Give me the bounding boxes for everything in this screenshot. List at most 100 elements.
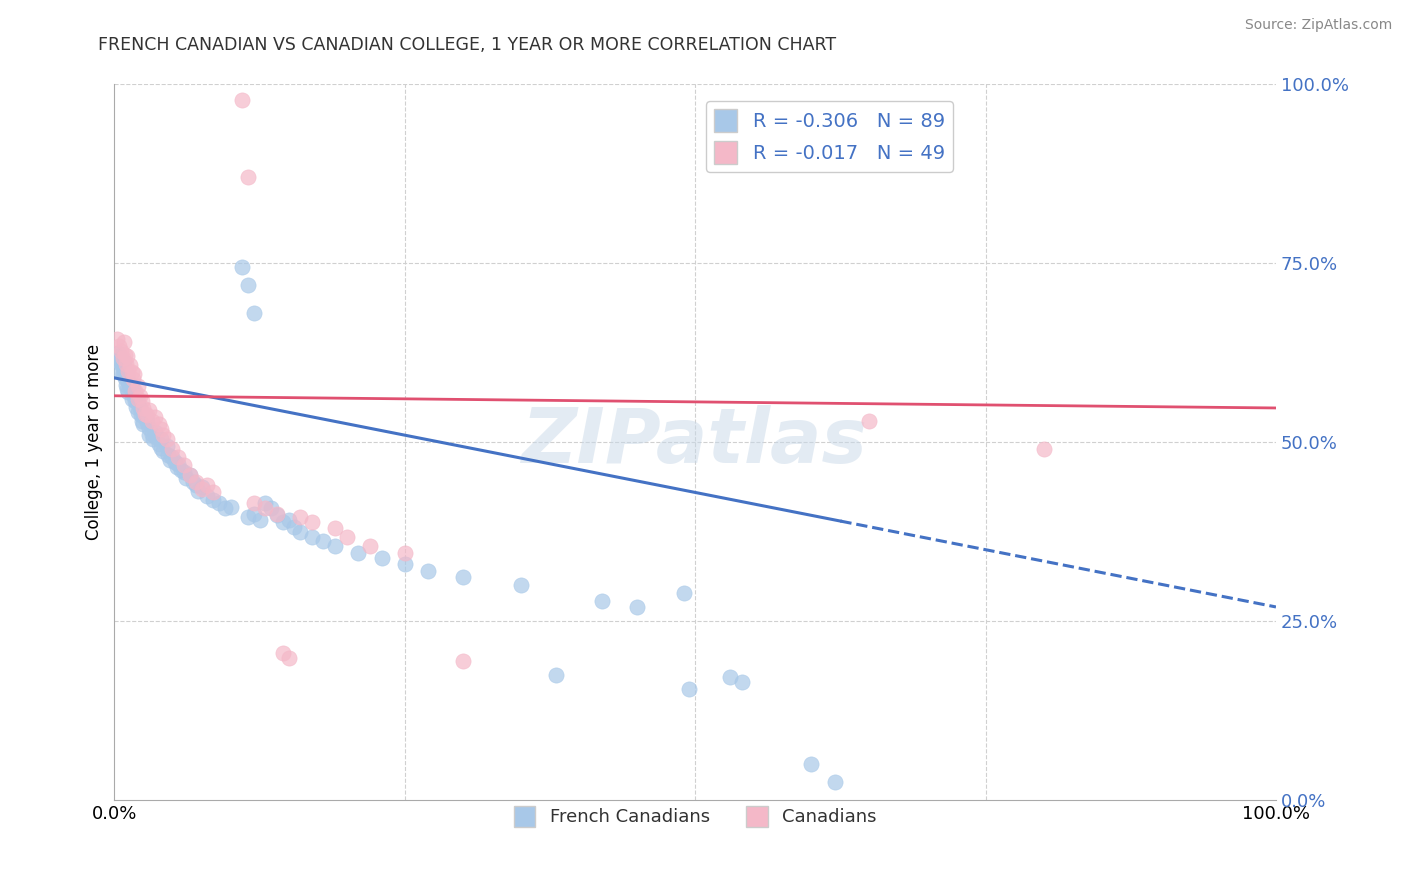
Point [118, 379, 141, 393]
Point [416, 564, 439, 578]
Point [114, 371, 136, 385]
Point [110, 357, 132, 371]
Point [108, 339, 131, 353]
Point [260, 501, 283, 516]
Point [243, 496, 266, 510]
Point [156, 448, 179, 462]
Point [127, 392, 149, 407]
Point [149, 422, 172, 436]
Point [323, 521, 346, 535]
Point [190, 480, 212, 494]
Point [271, 516, 294, 530]
Point [249, 513, 271, 527]
Point [277, 651, 299, 665]
Point [167, 457, 190, 471]
Point [214, 501, 236, 516]
Point [132, 401, 155, 415]
Point [1032, 442, 1054, 457]
Point [243, 507, 266, 521]
Point [626, 599, 648, 614]
Point [111, 358, 134, 372]
Point [591, 594, 613, 608]
Point [105, 353, 128, 368]
Text: Source: ZipAtlas.com: Source: ZipAtlas.com [1244, 18, 1392, 32]
Point [124, 384, 146, 398]
Point [131, 393, 153, 408]
Point [145, 429, 167, 443]
Point [173, 466, 195, 480]
Point [121, 384, 143, 398]
Point [195, 489, 218, 503]
Point [236, 170, 259, 185]
Point [672, 585, 695, 599]
Point [202, 485, 225, 500]
Point [134, 407, 156, 421]
Point [105, 332, 128, 346]
Point [117, 385, 139, 400]
Point [159, 453, 181, 467]
Point [347, 546, 370, 560]
Point [152, 428, 174, 442]
Point [138, 403, 160, 417]
Point [132, 407, 155, 421]
Point [169, 462, 191, 476]
Point [312, 534, 335, 549]
Point [136, 408, 159, 422]
Point [167, 450, 190, 464]
Legend: French Canadians, Canadians: French Canadians, Canadians [506, 799, 884, 834]
Point [451, 654, 474, 668]
Point [254, 501, 277, 516]
Point [451, 570, 474, 584]
Point [138, 421, 160, 435]
Point [112, 335, 135, 350]
Point [117, 375, 139, 389]
Point [231, 260, 253, 274]
Point [231, 93, 253, 107]
Point [127, 379, 149, 393]
Point [135, 410, 157, 425]
Point [141, 426, 163, 441]
Point [148, 417, 170, 432]
Point [138, 428, 160, 442]
Y-axis label: College, 1 year or more: College, 1 year or more [86, 344, 103, 541]
Point [394, 557, 416, 571]
Point [148, 436, 170, 450]
Point [370, 551, 392, 566]
Point [266, 508, 288, 523]
Point [824, 775, 846, 789]
Point [187, 483, 209, 498]
Point [190, 482, 212, 496]
Point [112, 355, 135, 369]
Point [110, 351, 132, 365]
Point [127, 405, 149, 419]
Point [678, 682, 700, 697]
Point [301, 530, 323, 544]
Point [254, 496, 277, 510]
Point [115, 350, 138, 364]
Point [111, 368, 134, 382]
Point [219, 500, 242, 514]
Point [142, 432, 165, 446]
Point [323, 539, 346, 553]
Point [141, 414, 163, 428]
Point [129, 408, 152, 422]
Point [124, 393, 146, 408]
Point [202, 492, 225, 507]
Point [283, 520, 305, 534]
Point [858, 414, 880, 428]
Point [394, 546, 416, 560]
Point [336, 530, 359, 544]
Point [162, 450, 184, 464]
Text: ZIPatlas: ZIPatlas [522, 405, 868, 479]
Point [143, 410, 166, 425]
Point [129, 401, 152, 415]
Point [121, 392, 143, 407]
Point [163, 455, 186, 469]
Point [118, 358, 141, 372]
Point [183, 475, 205, 489]
Point [132, 417, 155, 432]
Point [510, 578, 533, 592]
Point [301, 516, 323, 530]
Point [121, 365, 143, 379]
Point [114, 348, 136, 362]
